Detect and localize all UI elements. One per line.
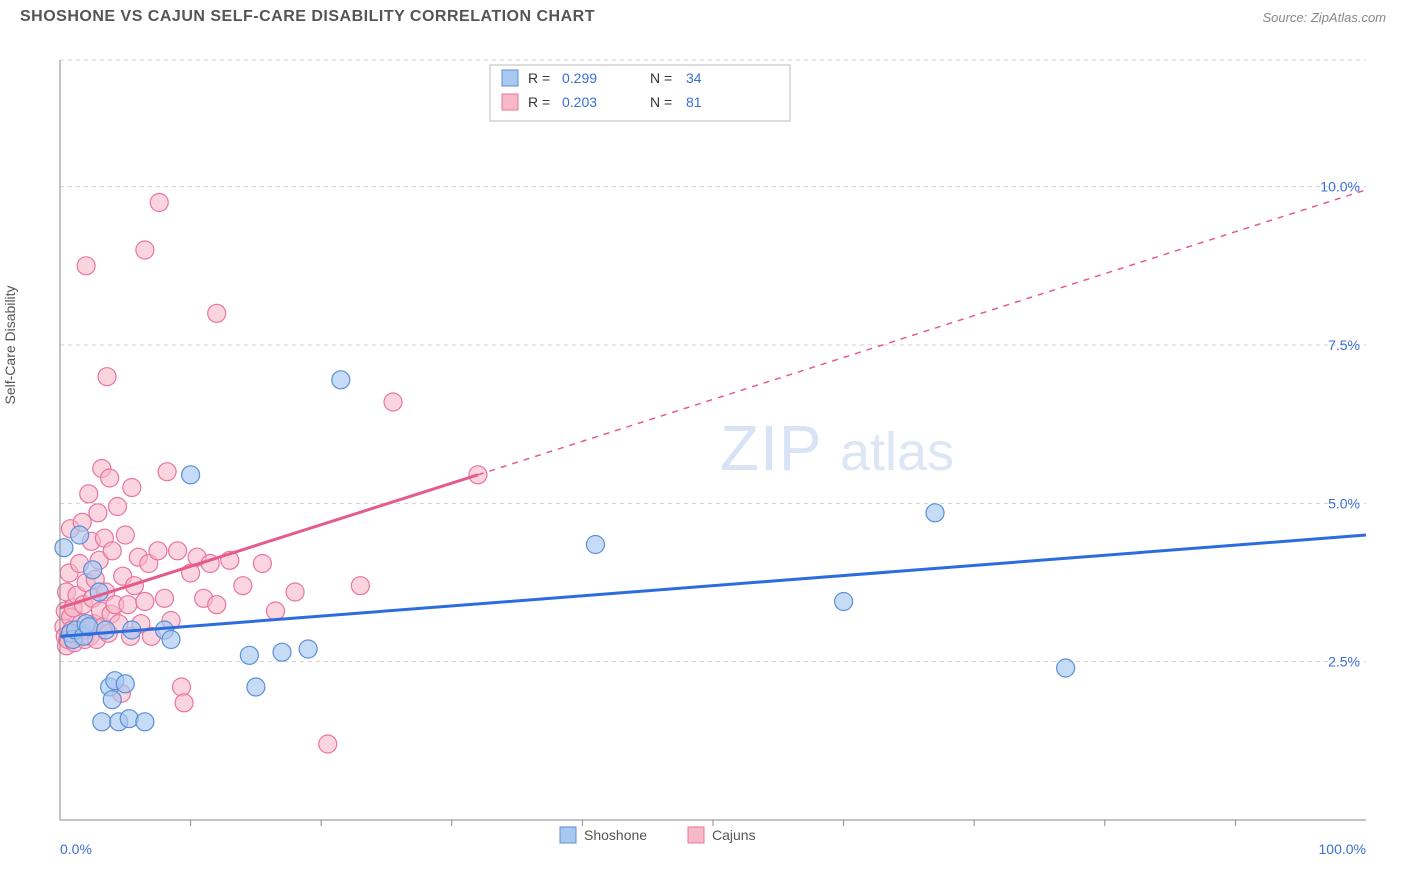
legend-r-value: 0.203: [562, 94, 597, 110]
chart-title: SHOSHONE VS CAJUN SELF-CARE DISABILITY C…: [20, 8, 595, 26]
scatter-point: [319, 735, 337, 753]
scatter-point: [136, 241, 154, 259]
y-axis-label: Self-Care Disability: [2, 285, 18, 404]
scatter-point: [286, 583, 304, 601]
legend-r-label: R =: [528, 70, 550, 86]
scatter-point: [162, 631, 180, 649]
scatter-point: [55, 539, 73, 557]
scatter-point: [120, 710, 138, 728]
legend-series-label: Shoshone: [584, 827, 647, 843]
scatter-point: [136, 593, 154, 611]
scatter-point: [247, 678, 265, 696]
scatter-point: [169, 542, 187, 560]
source-label: Source: ZipAtlas.com: [1262, 10, 1386, 25]
legend-n-label: N =: [650, 70, 672, 86]
scatter-point: [71, 526, 89, 544]
scatter-point: [208, 596, 226, 614]
y-tick-label: 10.0%: [1320, 179, 1360, 195]
scatter-point: [97, 621, 115, 639]
watermark: atlas: [840, 422, 954, 482]
scatter-point: [208, 304, 226, 322]
y-tick-label: 5.0%: [1328, 495, 1360, 511]
scatter-point: [332, 371, 350, 389]
scatter-point: [158, 463, 176, 481]
x-tick-label: 100.0%: [1319, 841, 1366, 857]
scatter-point: [172, 678, 190, 696]
scatter-point: [1057, 659, 1075, 677]
scatter-point: [119, 596, 137, 614]
watermark: ZIP: [720, 412, 823, 484]
legend-r-value: 0.299: [562, 70, 597, 86]
scatter-point: [77, 257, 95, 275]
scatter-point: [835, 593, 853, 611]
scatter-point: [253, 555, 271, 573]
scatter-point: [273, 643, 291, 661]
y-tick-label: 7.5%: [1328, 337, 1360, 353]
scatter-point: [103, 691, 121, 709]
scatter-point: [150, 194, 168, 212]
scatter-point: [155, 589, 173, 607]
scatter-point: [586, 536, 604, 554]
scatter-point: [384, 393, 402, 411]
scatter-point: [123, 479, 141, 497]
x-tick-label: 0.0%: [60, 841, 92, 857]
scatter-point: [89, 504, 107, 522]
scatter-point: [93, 713, 111, 731]
scatter-point: [299, 640, 317, 658]
scatter-chart: ZIP atlas 2.5% 5.0% 7.5% 10.0% 0.0% 100.0% R = 0.…: [20, 40, 1386, 872]
scatter-point: [234, 577, 252, 595]
scatter-point: [80, 485, 98, 503]
legend-swatch: [502, 70, 518, 86]
legend-swatch: [502, 94, 518, 110]
legend-n-label: N =: [650, 94, 672, 110]
scatter-point: [175, 694, 193, 712]
scatter-point: [149, 542, 167, 560]
legend-swatch: [560, 827, 576, 843]
scatter-point: [266, 602, 284, 620]
scatter-point: [98, 368, 116, 386]
scatter-point: [84, 561, 102, 579]
scatter-point: [136, 713, 154, 731]
legend-swatch: [688, 827, 704, 843]
scatter-point: [182, 466, 200, 484]
scatter-point: [101, 469, 119, 487]
legend-series-label: Cajuns: [712, 827, 756, 843]
legend-n-value: 34: [686, 70, 702, 86]
legend-n-value: 81: [686, 94, 702, 110]
scatter-point: [103, 542, 121, 560]
chart-container: Self-Care Disability ZIPatlas2.5%5.0%7.5…: [20, 40, 1386, 872]
y-tick-label: 2.5%: [1328, 654, 1360, 670]
scatter-point: [116, 675, 134, 693]
chart-header: SHOSHONE VS CAJUN SELF-CARE DISABILITY C…: [0, 0, 1406, 32]
scatter-point: [240, 646, 258, 664]
scatter-point: [116, 526, 134, 544]
trend-line: [60, 535, 1366, 636]
legend-r-label: R =: [528, 94, 550, 110]
scatter-point: [108, 498, 126, 516]
scatter-point: [926, 504, 944, 522]
scatter-point: [351, 577, 369, 595]
